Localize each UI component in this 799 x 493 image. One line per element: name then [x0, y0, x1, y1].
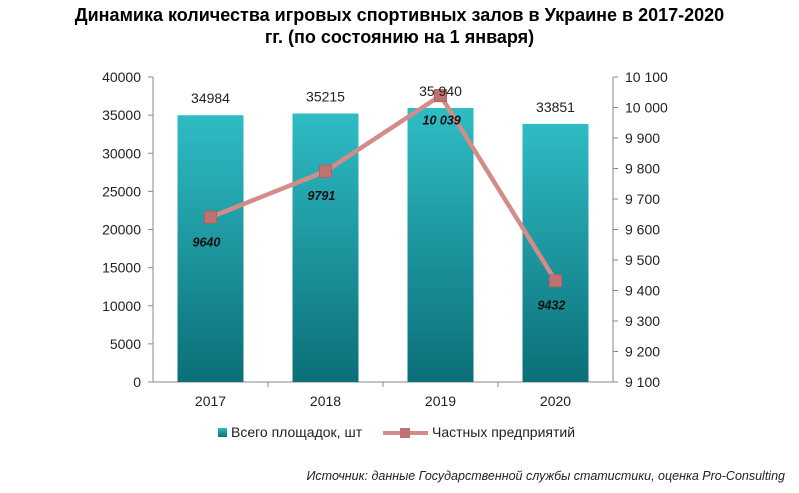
right-tick-label: 10 100: [625, 69, 668, 85]
line-value-label: 10 039: [423, 114, 461, 128]
left-tick-label: 0: [133, 374, 141, 390]
x-tick-label: 2020: [540, 393, 571, 409]
legend-bar-swatch: [218, 428, 227, 437]
right-tick-label: 9 700: [625, 191, 660, 207]
legend-bar-label: Всего площадок, шт: [231, 424, 363, 440]
chart-title: Динамика количества игровых спортивных з…: [0, 4, 799, 48]
source-note: Источник: данные Государственной службы …: [306, 469, 785, 483]
bar-value-label: 33851: [536, 99, 575, 115]
right-tick-label: 9 900: [625, 130, 660, 146]
left-tick-label: 40000: [102, 69, 141, 85]
legend-line-label: Частных предприятий: [432, 424, 575, 440]
right-tick-label: 9 500: [625, 252, 660, 268]
line-point-marker: [549, 274, 562, 288]
right-tick-label: 10 000: [625, 100, 668, 116]
line-value-label: 9640: [193, 235, 221, 249]
left-tick-label: 35000: [102, 107, 141, 123]
left-tick-label: 10000: [102, 298, 141, 314]
line-point-marker: [319, 164, 332, 178]
bar: [407, 107, 474, 383]
line-value-label: 9432: [538, 299, 566, 313]
line-value-label: 9791: [308, 189, 336, 203]
right-tick-label: 9 600: [625, 222, 660, 238]
line-point-marker: [204, 210, 217, 224]
x-tick-label: 2019: [425, 393, 456, 409]
line-point-marker: [434, 89, 447, 103]
left-tick-label: 25000: [102, 183, 141, 199]
right-tick-label: 9 300: [625, 313, 660, 329]
x-tick-label: 2017: [195, 393, 226, 409]
bar: [177, 115, 244, 382]
left-tick-label: 20000: [102, 222, 141, 238]
right-tick-label: 9 200: [625, 344, 660, 360]
bar-value-label: 34984: [191, 90, 230, 106]
legend-line-marker: [400, 428, 410, 438]
chart-title-line-1: Динамика количества игровых спортивных з…: [74, 5, 725, 25]
right-tick-label: 9 400: [625, 283, 660, 299]
bar-value-label: 35 940: [419, 83, 462, 99]
bar: [522, 123, 589, 383]
line-series-path: [209, 93, 558, 282]
left-tick-label: 30000: [102, 145, 141, 161]
x-tick-label: 2018: [310, 393, 341, 409]
right-tick-label: 9 800: [625, 161, 660, 177]
left-tick-label: 5000: [110, 336, 141, 352]
bar-value-label: 35215: [306, 88, 345, 104]
right-tick-label: 9 100: [625, 374, 660, 390]
chart-title-line-2: гг. (по состоянию на 1 января): [264, 27, 535, 47]
left-tick-label: 15000: [102, 260, 141, 276]
